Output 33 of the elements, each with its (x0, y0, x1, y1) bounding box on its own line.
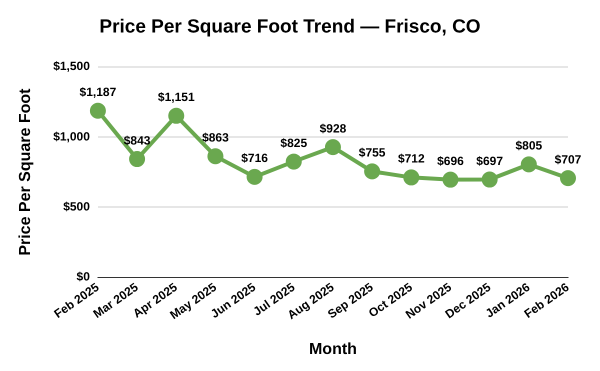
y-axis-title: Price Per Square Foot (17, 88, 34, 256)
y-tick-label: $0 (76, 270, 90, 284)
point (90, 102, 106, 119)
chart-title: Price Per Square Foot Trend — Frisco, CO (99, 16, 481, 38)
data-label: $755 (358, 146, 386, 160)
y-tick-label: $1,000 (53, 129, 90, 144)
data-label: $712 (398, 152, 425, 166)
data-label: $863 (202, 130, 230, 145)
point (324, 139, 341, 156)
point (482, 172, 498, 188)
point (560, 170, 576, 186)
point (207, 148, 224, 164)
x-axis-title: Month (308, 340, 357, 358)
data-label: $825 (280, 136, 308, 150)
point (286, 154, 302, 170)
data-label: $928 (320, 121, 347, 136)
data-label: $697 (476, 154, 504, 168)
point (168, 108, 184, 124)
y-tick-label: $1,500 (53, 59, 90, 74)
point (403, 169, 420, 186)
point (364, 163, 380, 180)
point (246, 168, 263, 185)
data-label: $1,151 (158, 90, 195, 104)
point (520, 156, 537, 172)
point (442, 172, 458, 188)
data-label: $696 (437, 154, 464, 168)
data-label: $805 (515, 138, 542, 153)
data-label: $716 (241, 151, 268, 166)
y-tick-label: $500 (63, 200, 90, 214)
data-label: $1,187 (80, 85, 117, 100)
point (129, 151, 146, 168)
data-label: $707 (554, 152, 582, 166)
data-label: $843 (124, 133, 151, 148)
